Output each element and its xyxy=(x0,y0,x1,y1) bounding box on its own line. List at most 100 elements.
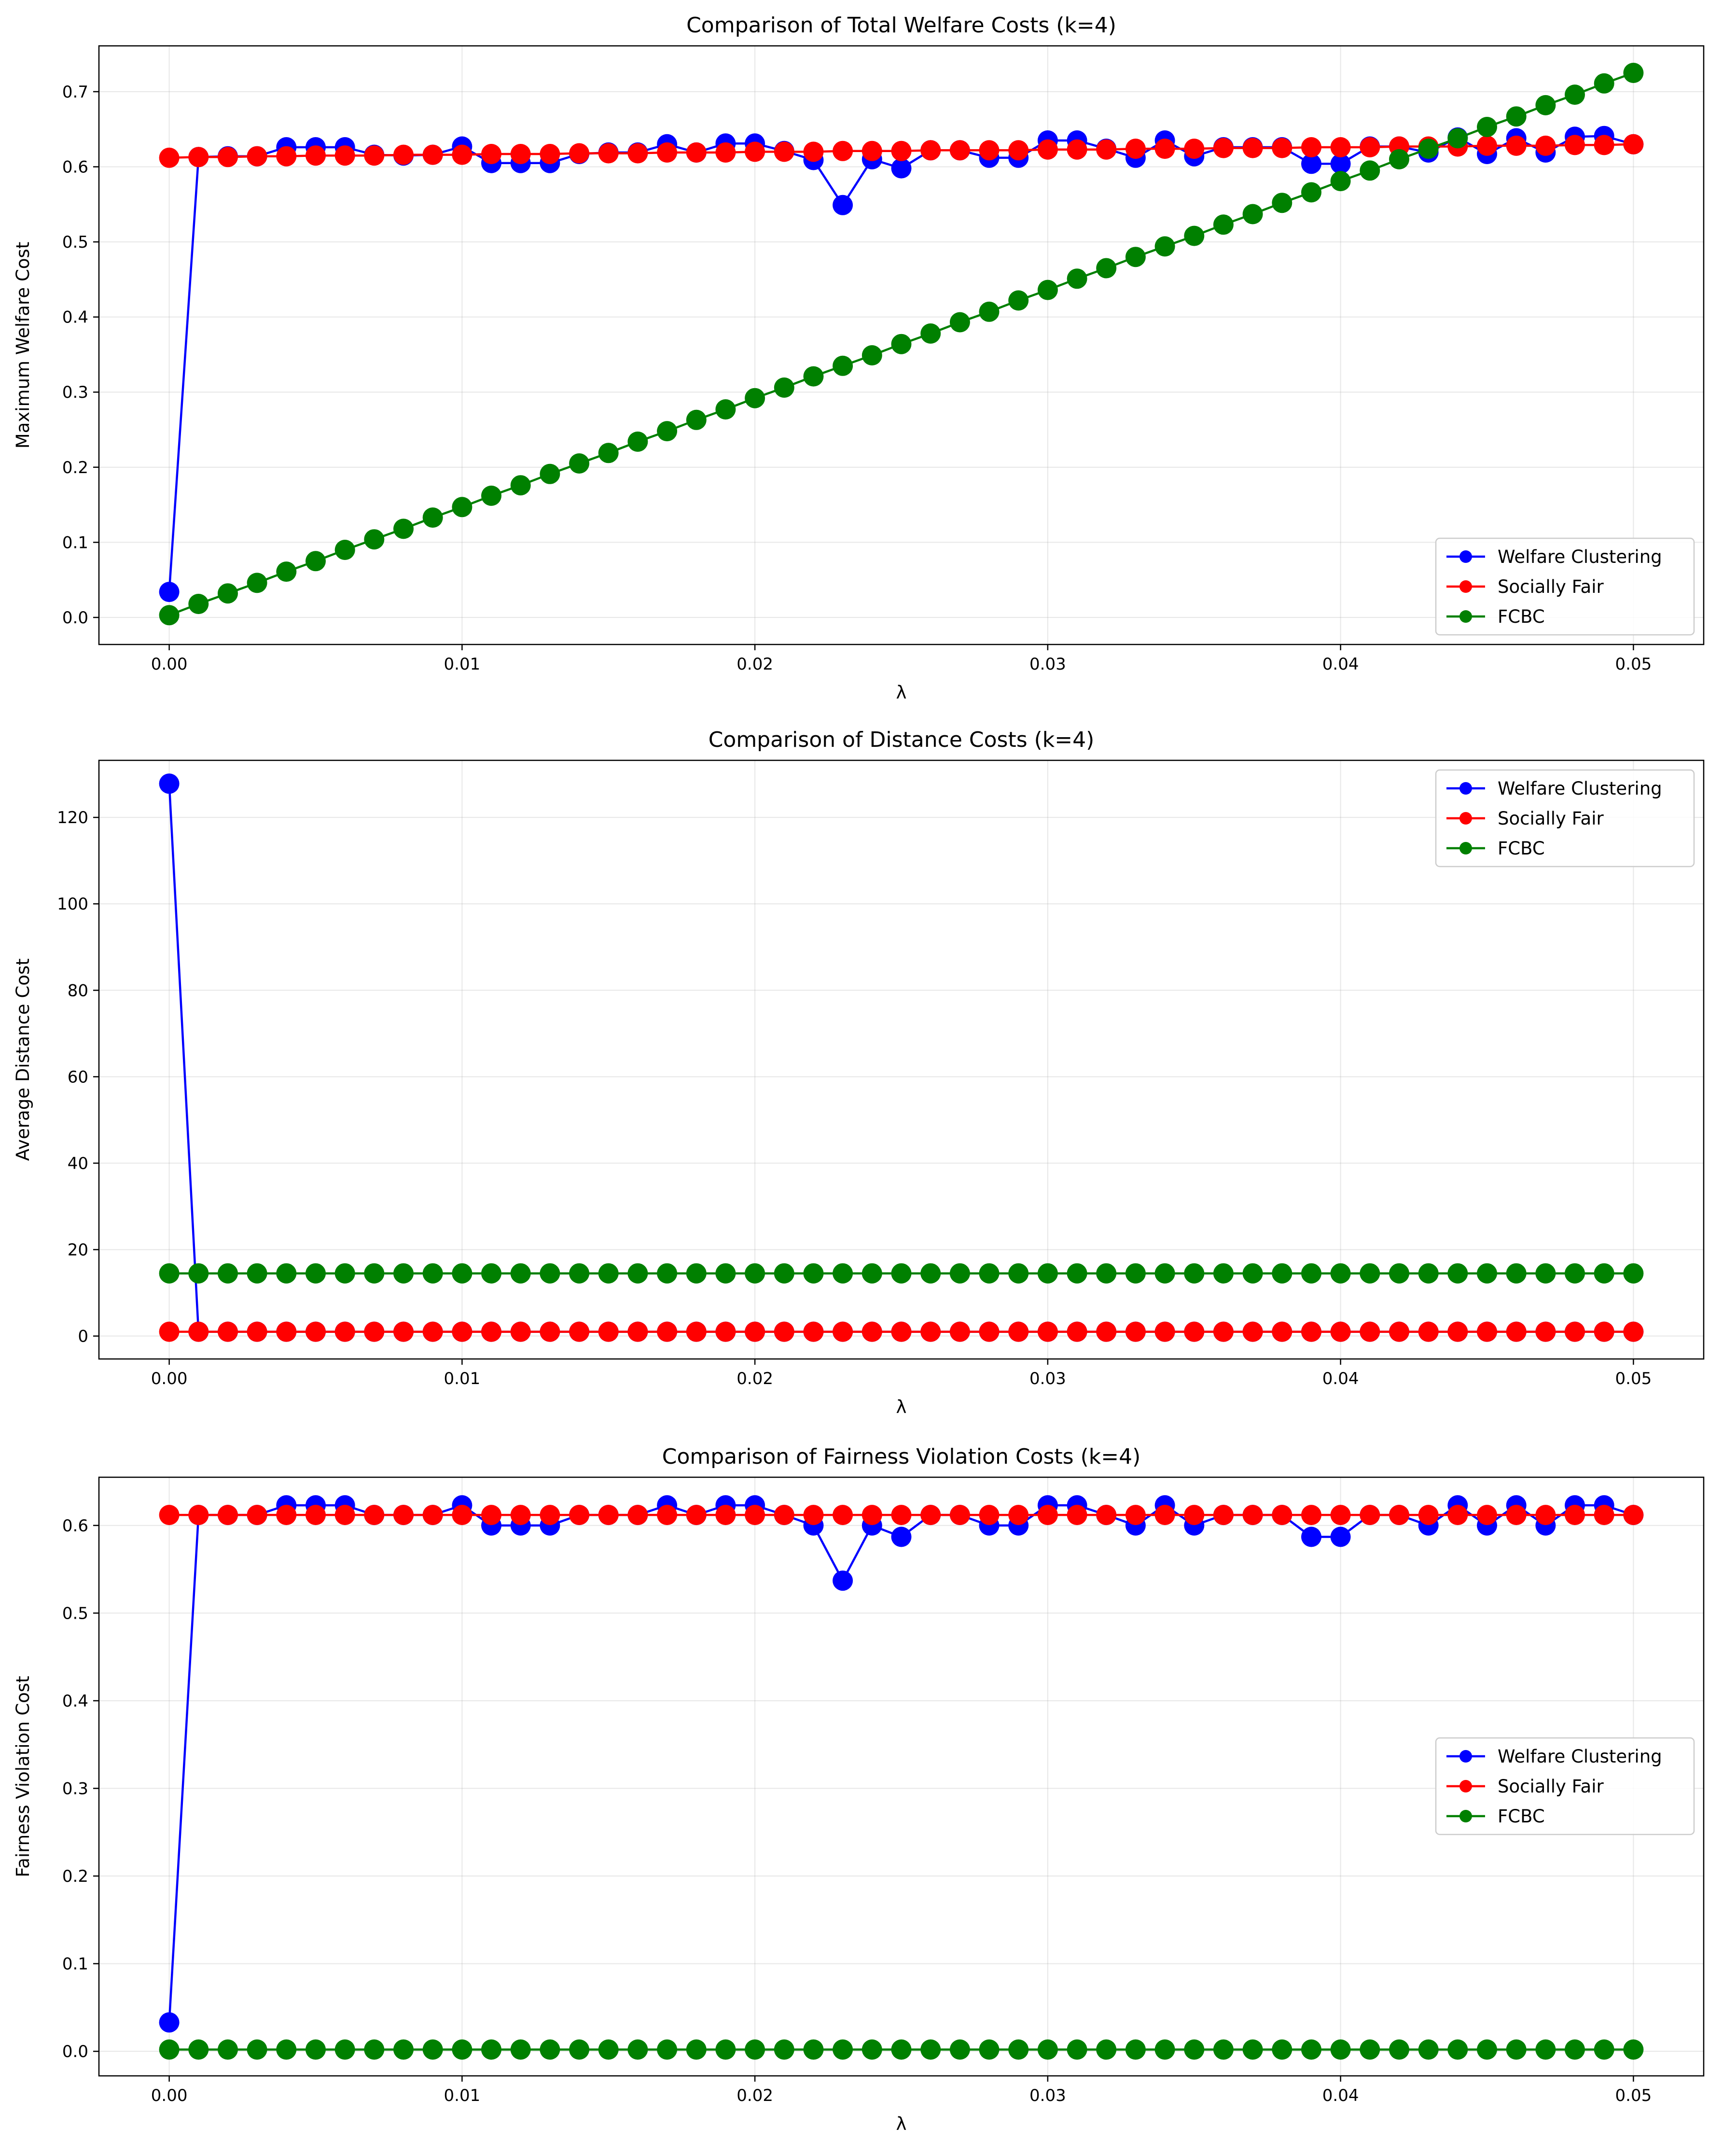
legend-entry: Socially Fair xyxy=(1498,1776,1604,1797)
data-point xyxy=(1242,1263,1263,1284)
data-point xyxy=(862,140,882,161)
data-point xyxy=(1389,1321,1409,1342)
data-point xyxy=(306,1505,326,1526)
data-point xyxy=(627,143,648,164)
data-point xyxy=(598,443,619,463)
data-point xyxy=(1330,1505,1351,1526)
data-point xyxy=(1272,1321,1292,1342)
data-point xyxy=(1213,1505,1234,1526)
x-tick-label: 0.04 xyxy=(1322,655,1359,674)
data-point xyxy=(159,582,180,602)
data-point xyxy=(833,1263,853,1284)
x-tick-label: 0.05 xyxy=(1615,1369,1652,1388)
data-point xyxy=(745,1263,765,1284)
data-point xyxy=(569,1263,590,1284)
data-point xyxy=(1477,117,1497,137)
legend-swatch-marker xyxy=(1459,550,1472,563)
data-point xyxy=(1184,1321,1205,1342)
data-point xyxy=(920,2039,941,2060)
legend: Welfare Clustering Socially Fair FCBC xyxy=(1435,537,1695,636)
legend-swatch-marker xyxy=(1459,1810,1472,1822)
data-point xyxy=(188,1263,209,1284)
y-tick-label: 0.4 xyxy=(62,308,88,327)
data-point xyxy=(949,1263,970,1284)
data-point xyxy=(1360,160,1380,181)
data-point xyxy=(1447,1321,1468,1342)
data-point xyxy=(1184,2039,1205,2060)
data-point xyxy=(452,1321,472,1342)
data-point xyxy=(569,2039,590,2060)
data-point xyxy=(218,583,238,604)
data-point xyxy=(715,2039,736,2060)
data-point xyxy=(188,594,209,614)
subplot-1: 0.00 0.01 0.02 0.03 0.04 0.05 0.0 0.1 0.2 0.3 0.4 0… xyxy=(13,13,1705,703)
data-point xyxy=(1477,135,1497,156)
subplot-3: 0.00 0.01 0.02 0.03 0.04 0.05 0.0 0.1 0.2 0.3 0.4 0… xyxy=(13,1444,1705,2134)
data-point xyxy=(1008,1263,1029,1284)
legend-box xyxy=(1435,769,1695,868)
data-point xyxy=(891,1526,912,1547)
data-point xyxy=(979,301,1000,322)
data-point xyxy=(1330,137,1351,157)
data-point xyxy=(979,1321,1000,1342)
data-point xyxy=(686,1263,707,1284)
data-point xyxy=(1623,2039,1644,2060)
data-point xyxy=(364,2039,385,2060)
data-point xyxy=(481,1505,501,1526)
data-point xyxy=(745,1321,765,1342)
y-tick-label: 0.1 xyxy=(62,1955,88,1974)
y-tick-label: 0.0 xyxy=(62,2042,88,2061)
data-point xyxy=(774,141,794,162)
data-point xyxy=(598,1505,619,1526)
x-tick-label: 0.01 xyxy=(444,1369,481,1388)
data-point xyxy=(334,2039,355,2060)
y-tick-label: 0 xyxy=(78,1327,88,1346)
legend-entry: Socially Fair xyxy=(1498,808,1604,829)
y-tick-label: 0.7 xyxy=(62,83,88,102)
data-point xyxy=(745,141,765,162)
data-point xyxy=(833,355,853,376)
data-point xyxy=(1125,1505,1146,1526)
x-axis-label: λ xyxy=(896,1397,907,1417)
data-point xyxy=(862,2039,882,2060)
data-point xyxy=(218,147,238,168)
data-point xyxy=(1184,1505,1205,1526)
data-point xyxy=(657,1505,678,1526)
data-point xyxy=(1037,2039,1058,2060)
data-point xyxy=(393,2039,414,2060)
data-point xyxy=(334,1505,355,1526)
data-point xyxy=(334,1321,355,1342)
data-point xyxy=(1213,2039,1234,2060)
data-point xyxy=(1242,2039,1263,2060)
data-point xyxy=(452,1263,472,1284)
data-point xyxy=(627,1505,648,1526)
data-point xyxy=(540,1505,560,1526)
legend-entry: Welfare Clustering xyxy=(1498,546,1662,567)
legend-swatch-marker xyxy=(1459,842,1472,854)
data-point xyxy=(1477,1321,1497,1342)
data-point xyxy=(1594,1321,1614,1342)
data-point xyxy=(1535,2039,1556,2060)
data-point xyxy=(334,540,355,560)
data-point xyxy=(774,1505,794,1526)
data-point xyxy=(1535,1321,1556,1342)
legend-entry: Welfare Clustering xyxy=(1498,1746,1662,1767)
data-point xyxy=(1154,1321,1175,1342)
data-point xyxy=(569,453,590,474)
data-point xyxy=(715,1263,736,1284)
legend-swatch-marker xyxy=(1459,812,1472,825)
y-tick-label: 0.2 xyxy=(62,1867,88,1886)
data-point xyxy=(393,1321,414,1342)
data-point xyxy=(159,773,180,794)
legend-entry: FCBC xyxy=(1498,838,1545,859)
y-tick-label: 0.0 xyxy=(62,608,88,628)
data-point xyxy=(306,1263,326,1284)
data-point xyxy=(247,2039,267,2060)
data-point xyxy=(1447,1505,1468,1526)
chart-title: Comparison of Distance Costs (k=4) xyxy=(709,728,1095,752)
data-point xyxy=(1565,135,1585,155)
data-point xyxy=(1418,1321,1439,1342)
data-point xyxy=(627,1321,648,1342)
data-point xyxy=(188,1505,209,1526)
